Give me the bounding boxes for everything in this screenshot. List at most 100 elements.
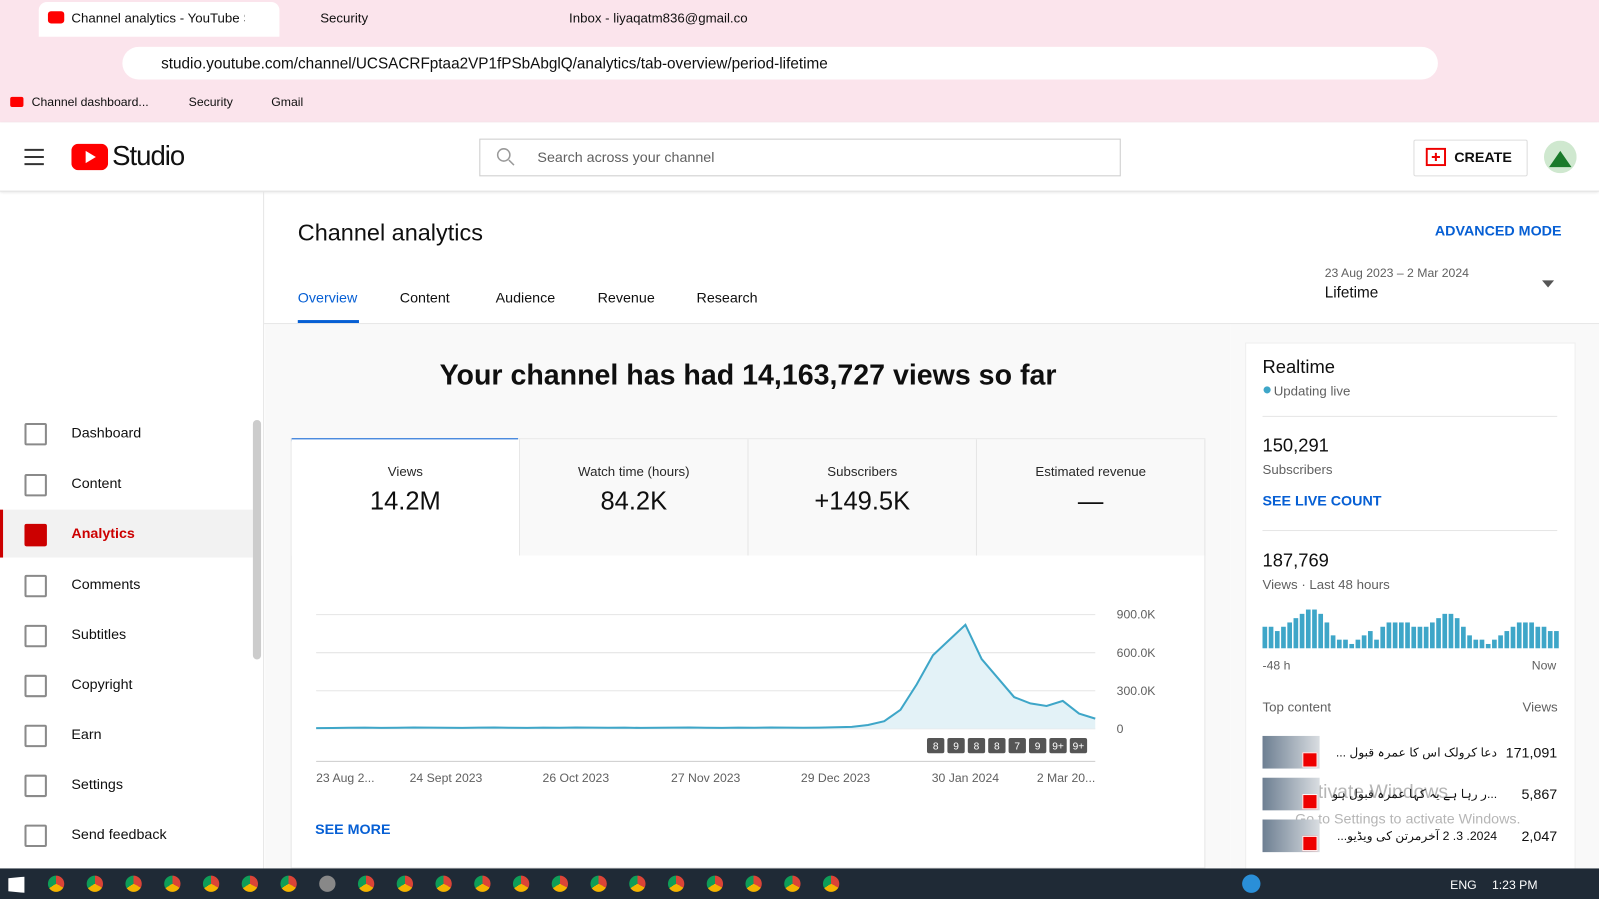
scrollbar[interactable] bbox=[252, 419, 262, 660]
realtime-bar bbox=[1262, 626, 1268, 649]
tab-title[interactable]: Security bbox=[320, 10, 369, 26]
help-icon[interactable] bbox=[1242, 874, 1261, 893]
menu-icon[interactable] bbox=[22, 147, 46, 167]
taskbar-app[interactable] bbox=[629, 875, 646, 892]
analytics-tab[interactable]: Audience bbox=[495, 289, 556, 306]
taskbar-app[interactable] bbox=[164, 875, 181, 892]
metric-card[interactable]: Estimated revenue — bbox=[976, 439, 1206, 556]
analytics-tab[interactable]: Overview bbox=[297, 289, 358, 306]
nav-item[interactable]: Analytics bbox=[71, 524, 135, 542]
active-tab[interactable] bbox=[38, 2, 280, 37]
taskbar-app[interactable] bbox=[241, 875, 259, 892]
realtime-bar bbox=[1268, 626, 1274, 649]
y-tick-label: 300.0K bbox=[1117, 684, 1157, 698]
realtime-bar bbox=[1367, 631, 1373, 649]
nav-item[interactable]: Dashboard bbox=[71, 424, 142, 441]
see-more[interactable]: SEE MORE bbox=[315, 820, 391, 837]
metric-card[interactable]: Watch time (hours) 84.2K bbox=[520, 439, 749, 556]
taskbar-app[interactable] bbox=[396, 875, 414, 892]
watermark: Go to Settings to activate Windows. bbox=[1295, 810, 1521, 827]
subscriber-count: 150,291 bbox=[1262, 435, 1329, 456]
create-label[interactable]: CREATE bbox=[1454, 148, 1512, 166]
taskbar-app[interactable] bbox=[47, 875, 65, 892]
taskbar-app[interactable] bbox=[202, 875, 220, 892]
realtime-bar bbox=[1281, 626, 1286, 649]
taskbar-app[interactable] bbox=[319, 875, 336, 892]
tab-title[interactable]: Channel analytics - YouTube Stu bbox=[71, 10, 245, 26]
bookmark[interactable]: Channel dashboard... bbox=[31, 94, 149, 110]
nav-item[interactable]: Content bbox=[71, 474, 122, 492]
search-box[interactable] bbox=[479, 138, 1121, 177]
taskbar-app[interactable] bbox=[435, 875, 452, 892]
tab-indicator bbox=[297, 320, 359, 324]
realtime-bar bbox=[1299, 613, 1305, 649]
realtime-bar bbox=[1516, 622, 1522, 649]
taskbar-app[interactable] bbox=[667, 875, 685, 892]
analytics-tab[interactable]: Revenue bbox=[597, 289, 655, 306]
realtime-bar bbox=[1330, 635, 1336, 649]
advanced-mode[interactable]: ADVANCED MODE bbox=[1434, 222, 1562, 239]
bookmark[interactable]: Gmail bbox=[271, 94, 304, 110]
create-button[interactable] bbox=[1413, 139, 1528, 177]
analytics-tab[interactable]: Research bbox=[696, 289, 758, 306]
taskbar-app[interactable] bbox=[590, 875, 607, 892]
realtime-bar bbox=[1467, 635, 1472, 649]
video-marker-count: 9+ bbox=[1052, 742, 1064, 753]
realtime-bar bbox=[1349, 643, 1355, 649]
taskbar-app[interactable] bbox=[474, 875, 491, 892]
y-tick-label: 900.0K bbox=[1117, 608, 1157, 622]
taskbar-app[interactable] bbox=[745, 875, 762, 892]
date-range[interactable]: 23 Aug 2023 – 2 Mar 2024 bbox=[1324, 266, 1469, 281]
tab-title[interactable]: Inbox - liyaqatm836@gmail.cor bbox=[569, 10, 748, 26]
x-tick-label: 30 Jan 2024 bbox=[932, 771, 999, 785]
period[interactable]: Lifetime bbox=[1324, 284, 1379, 302]
realtime-bar bbox=[1461, 626, 1466, 649]
address-bar[interactable] bbox=[122, 46, 1438, 80]
taskbar-app[interactable] bbox=[822, 875, 840, 892]
nav-item[interactable]: Copyright bbox=[71, 675, 133, 693]
metric-card[interactable]: Views 14.2M bbox=[291, 439, 521, 556]
taskbar-app[interactable] bbox=[512, 875, 530, 892]
watermark: Activate Windows bbox=[1295, 781, 1449, 804]
content-title[interactable]: 2024. 3. 2 آخرمرتن کی ویڈیو... bbox=[1336, 828, 1498, 843]
subscriber-label: Subscribers bbox=[1262, 461, 1333, 478]
taskbar-app[interactable] bbox=[706, 875, 724, 892]
taskbar-app[interactable] bbox=[551, 875, 569, 892]
see-live-count[interactable]: SEE LIVE COUNT bbox=[1262, 492, 1382, 509]
nav-item[interactable]: Comments bbox=[71, 575, 141, 593]
metric-label: Subscribers bbox=[827, 463, 898, 480]
nav-item[interactable]: Settings bbox=[71, 775, 123, 792]
dropdown-arrow[interactable] bbox=[1541, 280, 1555, 288]
taskbar-app[interactable] bbox=[280, 875, 297, 892]
realtime-bar bbox=[1355, 639, 1361, 649]
yt-logo[interactable] bbox=[71, 143, 109, 171]
nav-icon bbox=[24, 473, 47, 497]
content-title[interactable]: ...ر رہا ہے یہ کہا عمرہ قبول ہو جائے bbox=[1332, 786, 1498, 802]
search-placeholder: Search across your channel bbox=[537, 148, 715, 166]
avatar[interactable] bbox=[1543, 140, 1577, 174]
realtime-bar bbox=[1274, 631, 1280, 649]
realtime-bar bbox=[1374, 639, 1379, 649]
start-button[interactable] bbox=[8, 876, 25, 893]
analytics-tab[interactable]: Content bbox=[399, 289, 450, 306]
taskbar-app[interactable] bbox=[357, 875, 375, 892]
realtime-bar bbox=[1492, 639, 1497, 649]
content-title[interactable]: دعا کرولک اس کا عمرہ قبول ... bbox=[1335, 745, 1498, 760]
live-dot bbox=[1263, 386, 1271, 394]
metric-card[interactable]: Subscribers +149.5K bbox=[748, 439, 977, 556]
logo-text[interactable]: Studio bbox=[112, 140, 185, 172]
y-tick-label: 600.0K bbox=[1117, 646, 1157, 660]
nav-item[interactable]: Earn bbox=[71, 725, 102, 743]
sidebar-divider bbox=[263, 191, 265, 869]
nav-item[interactable]: Subtitles bbox=[71, 625, 127, 643]
nav-item[interactable]: Send feedback bbox=[71, 825, 167, 842]
url[interactable]: studio.youtube.com/channel/UCSACRFptaa2V… bbox=[161, 55, 828, 73]
content-views: 5,867 bbox=[1521, 785, 1558, 803]
taskbar-app[interactable] bbox=[784, 875, 801, 892]
taskbar-app[interactable] bbox=[125, 875, 142, 892]
taskbar-app[interactable] bbox=[86, 875, 103, 892]
realtime-bar bbox=[1318, 613, 1324, 649]
headline: Your channel has had 14,163,727 views so… bbox=[439, 358, 1057, 391]
bookmark[interactable]: Security bbox=[188, 94, 233, 110]
realtime-bar bbox=[1287, 622, 1293, 649]
